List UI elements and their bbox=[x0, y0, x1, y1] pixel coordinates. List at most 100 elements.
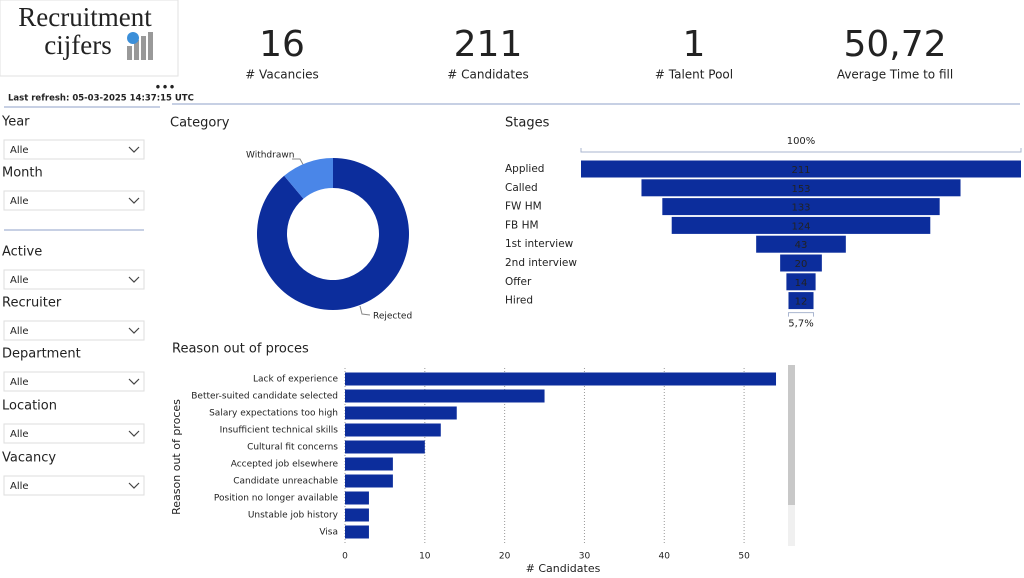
stage-label: 1st interview bbox=[505, 238, 574, 250]
logo-text: cijfers bbox=[44, 30, 111, 60]
data-label: 14 bbox=[795, 278, 808, 289]
dropdown-chevron bbox=[128, 327, 140, 334]
dropdown[interactable] bbox=[3, 371, 145, 392]
filter-label: Active bbox=[2, 245, 42, 260]
leader-line bbox=[359, 305, 371, 316]
dropdown-value: Alle bbox=[10, 481, 29, 492]
x-tick-label: 0 bbox=[342, 552, 348, 562]
dropdown[interactable] bbox=[3, 320, 145, 341]
donut-slice bbox=[284, 158, 333, 199]
filter-label: Year bbox=[1, 115, 30, 130]
stage-label: 2nd interview bbox=[505, 257, 577, 269]
dropdown-value: Alle bbox=[10, 429, 29, 440]
scrollbar-thumb[interactable] bbox=[788, 365, 795, 505]
funnel-bar bbox=[756, 235, 846, 253]
y-tick-label: Lack of experience bbox=[253, 375, 338, 385]
bar bbox=[345, 423, 441, 437]
filter-label: Vacancy bbox=[2, 451, 56, 466]
more-button[interactable]: ••• bbox=[154, 81, 175, 95]
kpi-value: 1 bbox=[683, 24, 706, 65]
bar bbox=[345, 508, 369, 522]
kpi-value: 16 bbox=[259, 24, 305, 65]
filter-label: Location bbox=[2, 399, 57, 414]
kpi-value: 50,72 bbox=[843, 24, 946, 65]
logo-icon bbox=[127, 32, 153, 60]
funnel-top-label: 100% bbox=[787, 136, 816, 147]
bar bbox=[345, 372, 777, 386]
y-tick-label: Cultural fit concerns bbox=[247, 443, 338, 453]
filter-label: Month bbox=[2, 166, 43, 181]
kpi-label: # Vacancies bbox=[245, 68, 319, 82]
dropdown-value: Alle bbox=[10, 196, 29, 207]
dropdown-value: Alle bbox=[10, 145, 29, 156]
data-label: 124 bbox=[791, 221, 810, 232]
bar bbox=[345, 457, 393, 471]
last-refresh: Last refresh: 05-03-2025 14:37:15 UTC bbox=[8, 94, 194, 104]
x-tick-label: 30 bbox=[579, 552, 591, 562]
dropdown-value: Alle bbox=[10, 275, 29, 286]
bar bbox=[345, 440, 425, 454]
data-label: 153 bbox=[791, 184, 810, 195]
kpi-label: # Talent Pool bbox=[655, 68, 733, 82]
kpi-value: 211 bbox=[454, 24, 523, 65]
data-label: 133 bbox=[791, 203, 810, 214]
bracket bbox=[580, 148, 1022, 153]
stage-label: Called bbox=[505, 182, 538, 194]
stage-label: FB HM bbox=[505, 219, 539, 231]
slice-label: Rejected bbox=[373, 312, 412, 322]
y-tick-label: Insufficient technical skills bbox=[220, 426, 339, 436]
bar bbox=[345, 406, 457, 420]
bar bbox=[345, 389, 545, 403]
stage-label: Offer bbox=[505, 276, 532, 288]
filter-label: Recruiter bbox=[2, 296, 62, 311]
x-tick-label: 40 bbox=[659, 552, 671, 562]
bar bbox=[345, 491, 369, 505]
y-tick-label: Candidate unreachable bbox=[233, 477, 338, 487]
x-axis-label: # Candidates bbox=[526, 562, 601, 575]
funnel-bottom-label: 5,7% bbox=[788, 319, 813, 330]
funnel-bar bbox=[581, 160, 1021, 178]
data-label: 20 bbox=[795, 259, 808, 270]
funnel-bar bbox=[780, 254, 822, 272]
funnel-bar bbox=[786, 273, 816, 291]
dropdown[interactable] bbox=[3, 475, 145, 496]
dropdown[interactable] bbox=[3, 423, 145, 444]
data-label: 12 bbox=[795, 297, 808, 308]
data-label: 43 bbox=[795, 240, 808, 251]
dropdown-value: Alle bbox=[10, 377, 29, 388]
kpi-label: # Candidates bbox=[447, 68, 528, 82]
chart-title: Category bbox=[170, 116, 230, 131]
dropdown-chevron bbox=[128, 197, 140, 204]
funnel-bar bbox=[641, 179, 961, 197]
x-tick-label: 50 bbox=[738, 552, 750, 562]
bar bbox=[345, 474, 393, 488]
x-tick-label: 20 bbox=[499, 552, 511, 562]
y-tick-label: Accepted job elsewhere bbox=[231, 460, 339, 470]
dropdown[interactable] bbox=[3, 190, 145, 211]
stage-label: Applied bbox=[505, 163, 544, 175]
stage-label: FW HM bbox=[505, 201, 542, 213]
bar bbox=[345, 525, 369, 539]
kpi-label: Average Time to fill bbox=[837, 68, 953, 82]
dropdown-chevron bbox=[128, 430, 140, 437]
dropdown-chevron bbox=[128, 146, 140, 153]
data-label: 211 bbox=[791, 165, 810, 176]
dropdown-value: Alle bbox=[10, 326, 29, 337]
dropdown-chevron bbox=[128, 276, 140, 283]
y-tick-label: Position no longer available bbox=[214, 494, 339, 504]
y-tick-label: Better-suited candidate selected bbox=[191, 392, 338, 402]
y-tick-label: Salary expectations too high bbox=[209, 409, 338, 419]
dropdown[interactable] bbox=[3, 139, 145, 160]
dropdown-chevron bbox=[128, 482, 140, 489]
slice-label: Withdrawn bbox=[246, 151, 294, 161]
y-tick-label: Unstable job history bbox=[248, 511, 339, 521]
bracket bbox=[787, 312, 815, 317]
funnel-bar bbox=[662, 198, 940, 216]
dropdown[interactable] bbox=[3, 269, 145, 290]
funnel-bar bbox=[671, 216, 931, 234]
logo-text: Recruitment bbox=[18, 2, 152, 32]
stage-label: Hired bbox=[505, 295, 533, 307]
filter-label: Department bbox=[2, 347, 81, 362]
y-axis-label: Reason out of proces bbox=[170, 399, 183, 515]
